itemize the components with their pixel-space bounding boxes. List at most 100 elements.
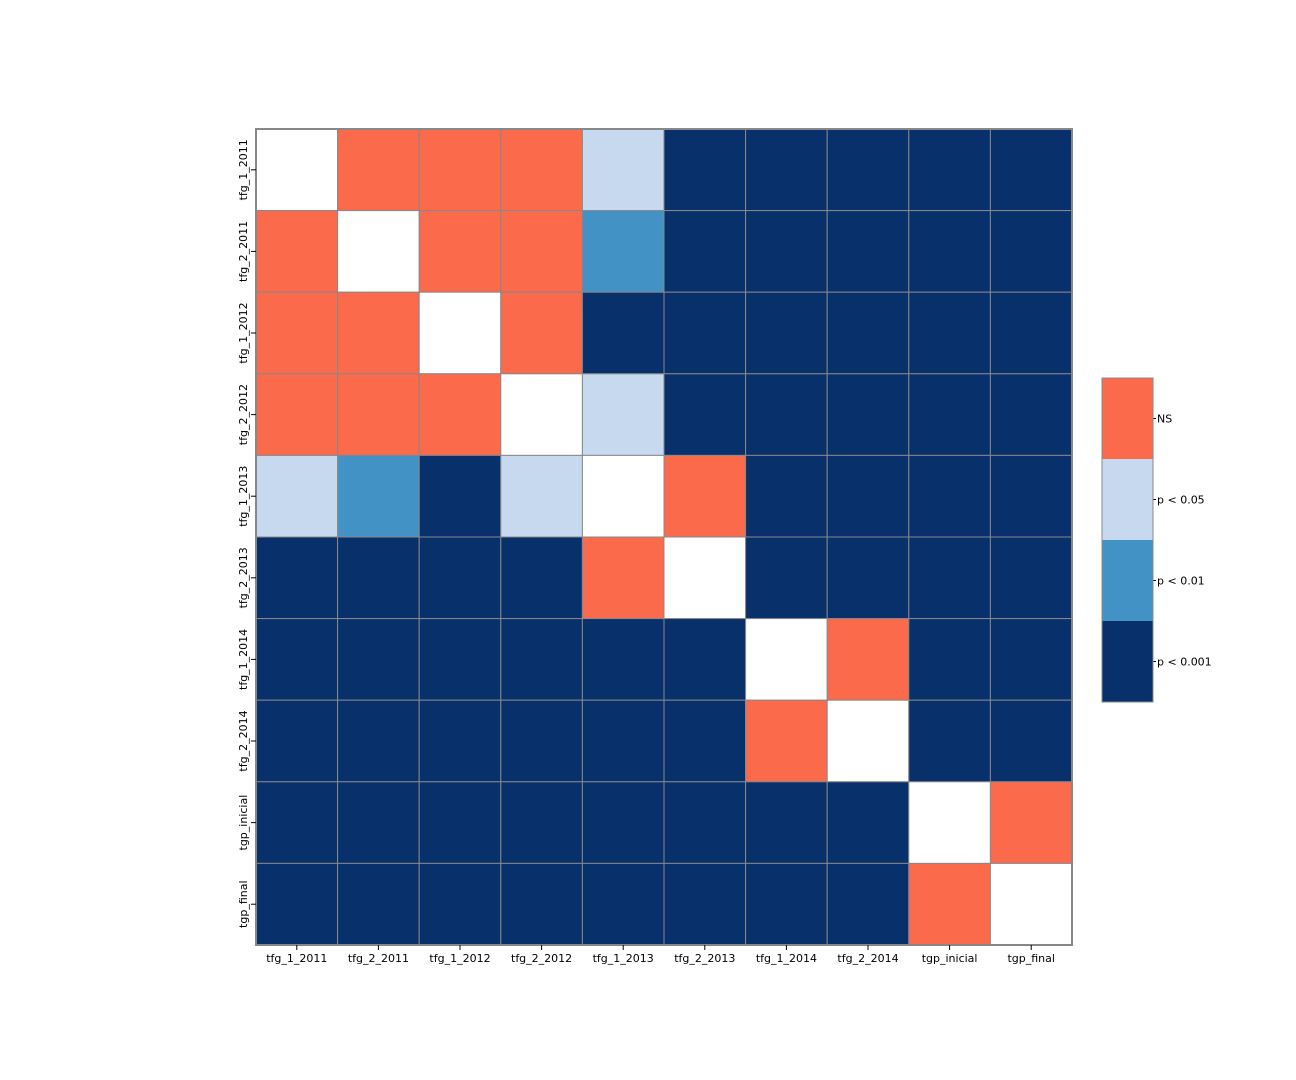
legend-swatch: [1102, 378, 1153, 459]
heatmap-cell: [908, 128, 991, 212]
heatmap-cell: [745, 291, 828, 375]
heatmap-cell: [337, 618, 420, 701]
heatmap-cell: [337, 210, 420, 293]
heatmap-cell: [255, 699, 339, 783]
heatmap-cell: [255, 373, 339, 456]
legend-label: p < 0.001: [1157, 656, 1212, 669]
heatmap-cell: [418, 210, 502, 293]
heatmap-cell: [663, 291, 747, 375]
heatmap-cell: [500, 128, 583, 212]
heatmap-cell: [989, 128, 1073, 212]
heatmap-cell: [908, 291, 991, 375]
heatmap-cell: [745, 454, 828, 538]
heatmap-cell: [500, 699, 583, 783]
heatmap-cell: [989, 699, 1073, 783]
y-tick-label: tgp_final: [237, 880, 250, 927]
x-tick-label: tfg_2_2011: [348, 952, 409, 965]
heatmap-cell: [745, 781, 828, 864]
heatmap-cell: [745, 128, 828, 212]
heatmap-cell: [826, 210, 910, 293]
heatmap-cell: [745, 373, 828, 456]
heatmap-cell: [663, 454, 747, 538]
heatmap-cell: [989, 291, 1073, 375]
heatmap-cell: [745, 618, 828, 701]
x-tick-label: tfg_1_2012: [429, 952, 490, 965]
heatmap-cell: [908, 618, 991, 701]
heatmap-cell: [908, 781, 991, 864]
heatmap-cell: [908, 454, 991, 538]
heatmap-cell: [255, 781, 339, 864]
x-tick-label: tfg_1_2011: [266, 952, 327, 965]
y-tick-label: tfg_1_2013: [237, 466, 250, 527]
legend-swatch: [1102, 459, 1153, 540]
y-tick-label: tfg_2_2013: [237, 547, 250, 608]
heatmap-cell: [745, 862, 828, 946]
heatmap-cell: [989, 536, 1073, 620]
legend-label: p < 0.05: [1157, 494, 1205, 507]
heatmap-cell: [581, 781, 665, 864]
heatmap-cell: [337, 454, 420, 538]
heatmap-cell: [500, 291, 583, 375]
x-tick-label: tgp_inicial: [922, 952, 978, 965]
y-tick-label: tfg_1_2014: [237, 629, 250, 690]
heatmap-cell: [255, 210, 339, 293]
heatmap-cell: [989, 210, 1073, 293]
heatmap-cell: [418, 781, 502, 864]
heatmap-cell: [581, 291, 665, 375]
heatmap-cell: [908, 862, 991, 946]
heatmap-cell: [745, 699, 828, 783]
heatmap-cell: [581, 210, 665, 293]
heatmap-cell: [908, 699, 991, 783]
heatmap-cell: [826, 454, 910, 538]
heatmap-cell: [826, 128, 910, 212]
y-tick-label: tgp_inicial: [237, 795, 250, 851]
heatmap-cell: [500, 781, 583, 864]
heatmap-cell: [663, 781, 747, 864]
heatmap-cell: [255, 128, 339, 212]
heatmap-cell: [418, 128, 502, 212]
heatmap-cell: [663, 210, 747, 293]
heatmap-cell: [255, 291, 339, 375]
heatmap-cell: [581, 862, 665, 946]
heatmap-cell: [337, 536, 420, 620]
heatmap-frame: [255, 128, 1073, 946]
heatmap-cell: [337, 291, 420, 375]
heatmap-cell: [418, 699, 502, 783]
heatmap-cell: [581, 373, 665, 456]
heatmap-cell: [826, 781, 910, 864]
heatmap-cells: [255, 128, 1073, 946]
heatmap-cell: [581, 618, 665, 701]
heatmap-cell: [908, 210, 991, 293]
y-tick-label: tfg_1_2011: [237, 139, 250, 200]
heatmap-cell: [663, 536, 747, 620]
heatmap-cell: [500, 536, 583, 620]
y-tick-label: tfg_2_2014: [237, 710, 250, 771]
heatmap-cell: [989, 373, 1073, 456]
legend-swatch: [1102, 540, 1153, 621]
heatmap-cell: [663, 618, 747, 701]
heatmap-cell: [989, 454, 1073, 538]
y-tick-label: tfg_2_2011: [237, 221, 250, 282]
legend-label: p < 0.01: [1157, 575, 1205, 588]
heatmap-cell: [255, 454, 339, 538]
heatmap-cell: [418, 618, 502, 701]
heatmap-cell: [908, 536, 991, 620]
heatmap-cell: [255, 536, 339, 620]
heatmap-cell: [500, 210, 583, 293]
heatmap-cell: [663, 373, 747, 456]
heatmap-cell: [337, 128, 420, 212]
heatmap-cell: [663, 862, 747, 946]
heatmap-cell: [908, 373, 991, 456]
heatmap-cell: [745, 210, 828, 293]
heatmap-cell: [418, 373, 502, 456]
heatmap-cell: [989, 781, 1073, 864]
heatmap-cell: [337, 781, 420, 864]
heatmap-cell: [337, 699, 420, 783]
x-tick-label: tfg_1_2013: [593, 952, 654, 965]
x-tick-label: tfg_2_2014: [837, 952, 898, 965]
legend-frame: [1101, 377, 1154, 703]
y-axis-ticks: tfg_1_2011 tfg_2_2011 tfg_1_2012 tfg_2_2012…: [237, 139, 256, 928]
colorbar-legend: NS p < 0.05 p < 0.01 p < 0.001: [1101, 377, 1212, 703]
legend-label: NS: [1157, 413, 1172, 426]
